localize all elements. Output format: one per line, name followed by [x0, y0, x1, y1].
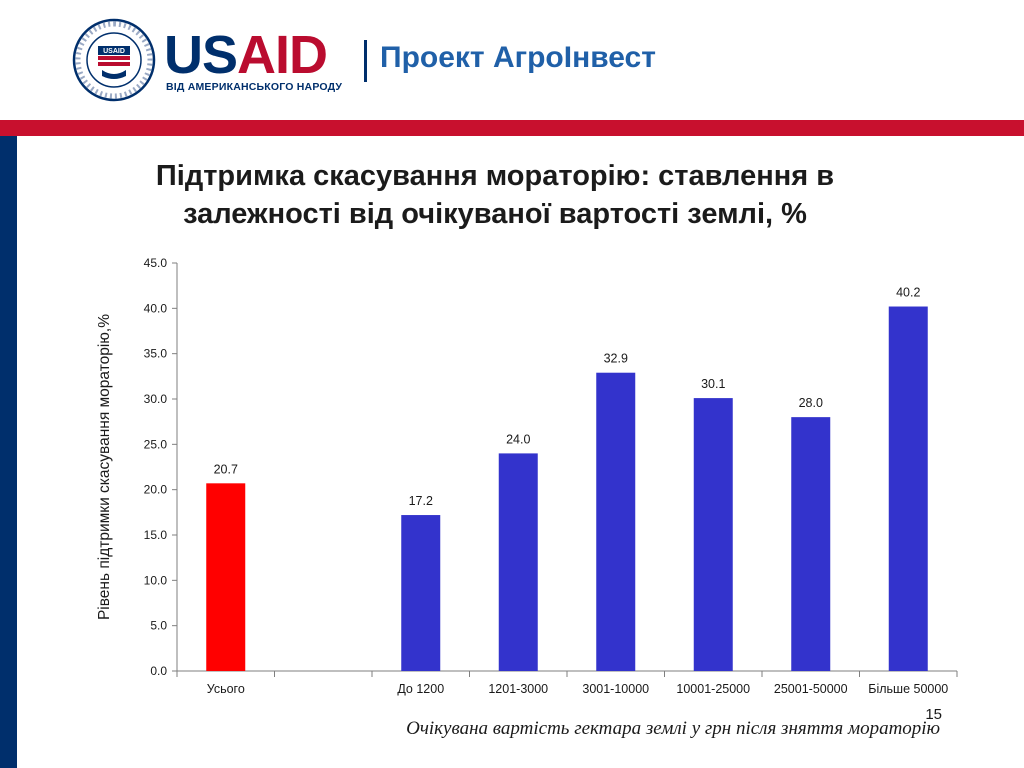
bar [791, 417, 831, 671]
x-category-label: 10001-25000 [676, 682, 750, 696]
slide-title: Підтримка скасування мораторію: ставленн… [60, 157, 930, 233]
usaid-wordmark-aid: AID [237, 25, 328, 85]
seal-center-label: USAID [103, 48, 125, 55]
y-tick-label: 10.0 [144, 573, 168, 587]
y-tick-label: 45.0 [144, 256, 168, 270]
bar [693, 398, 733, 671]
project-name: Проект АгроІнвест [380, 41, 656, 74]
y-tick-label: 40.0 [144, 301, 168, 315]
y-tick-label: 25.0 [144, 437, 168, 451]
page-number: 15 [925, 706, 942, 723]
slide-title-line1: Підтримка скасування мораторію: ставленн… [155, 160, 835, 192]
bar [498, 453, 538, 671]
y-tick-label: 0.0 [150, 664, 167, 678]
y-tick-label: 35.0 [144, 347, 168, 361]
x-category-label: Усього [207, 682, 245, 696]
header-red-band [0, 120, 1024, 136]
bar-value-label: 17.2 [409, 494, 433, 508]
left-blue-bar [0, 136, 17, 768]
brand-divider [364, 40, 367, 82]
x-category-label: 3001-10000 [582, 682, 649, 696]
usaid-seal-icon: USAID [72, 18, 156, 102]
y-axis-label: Рівень підтримки скасування мораторію,% [96, 314, 113, 620]
usaid-wordmark-us: US [164, 25, 238, 85]
x-category-label: Більше 50000 [868, 682, 948, 696]
y-tick-label: 15.0 [144, 528, 168, 542]
header: USAID USAID ВІД АМЕРИКАНСЬКОГО НАРОДУ Пр… [0, 0, 1024, 120]
slide-title-line2: залежності від очікуваної вартості землі… [183, 198, 807, 230]
x-category-label: До 1200 [397, 682, 444, 696]
x-category-label: 25001-50000 [774, 682, 848, 696]
y-tick-label: 20.0 [144, 483, 168, 497]
bar-value-label: 32.9 [604, 352, 628, 366]
usaid-wordmark: USAID [164, 25, 328, 85]
x-axis-caption: Очікувана вартість гектара землі у грн п… [406, 718, 940, 739]
y-tick-label: 5.0 [150, 619, 167, 633]
bar-value-label: 40.2 [896, 286, 920, 300]
bar [401, 515, 441, 671]
usaid-tagline: ВІД АМЕРИКАНСЬКОГО НАРОДУ [166, 81, 343, 93]
bar [206, 483, 246, 671]
bar-value-label: 30.1 [701, 377, 725, 391]
bar-value-label: 24.0 [506, 432, 530, 446]
bar-value-label: 20.7 [214, 462, 238, 476]
bar-value-label: 28.0 [799, 396, 823, 410]
y-tick-label: 30.0 [144, 392, 168, 406]
bar [596, 372, 636, 671]
x-category-label: 1201-3000 [488, 682, 548, 696]
bar [888, 306, 928, 671]
